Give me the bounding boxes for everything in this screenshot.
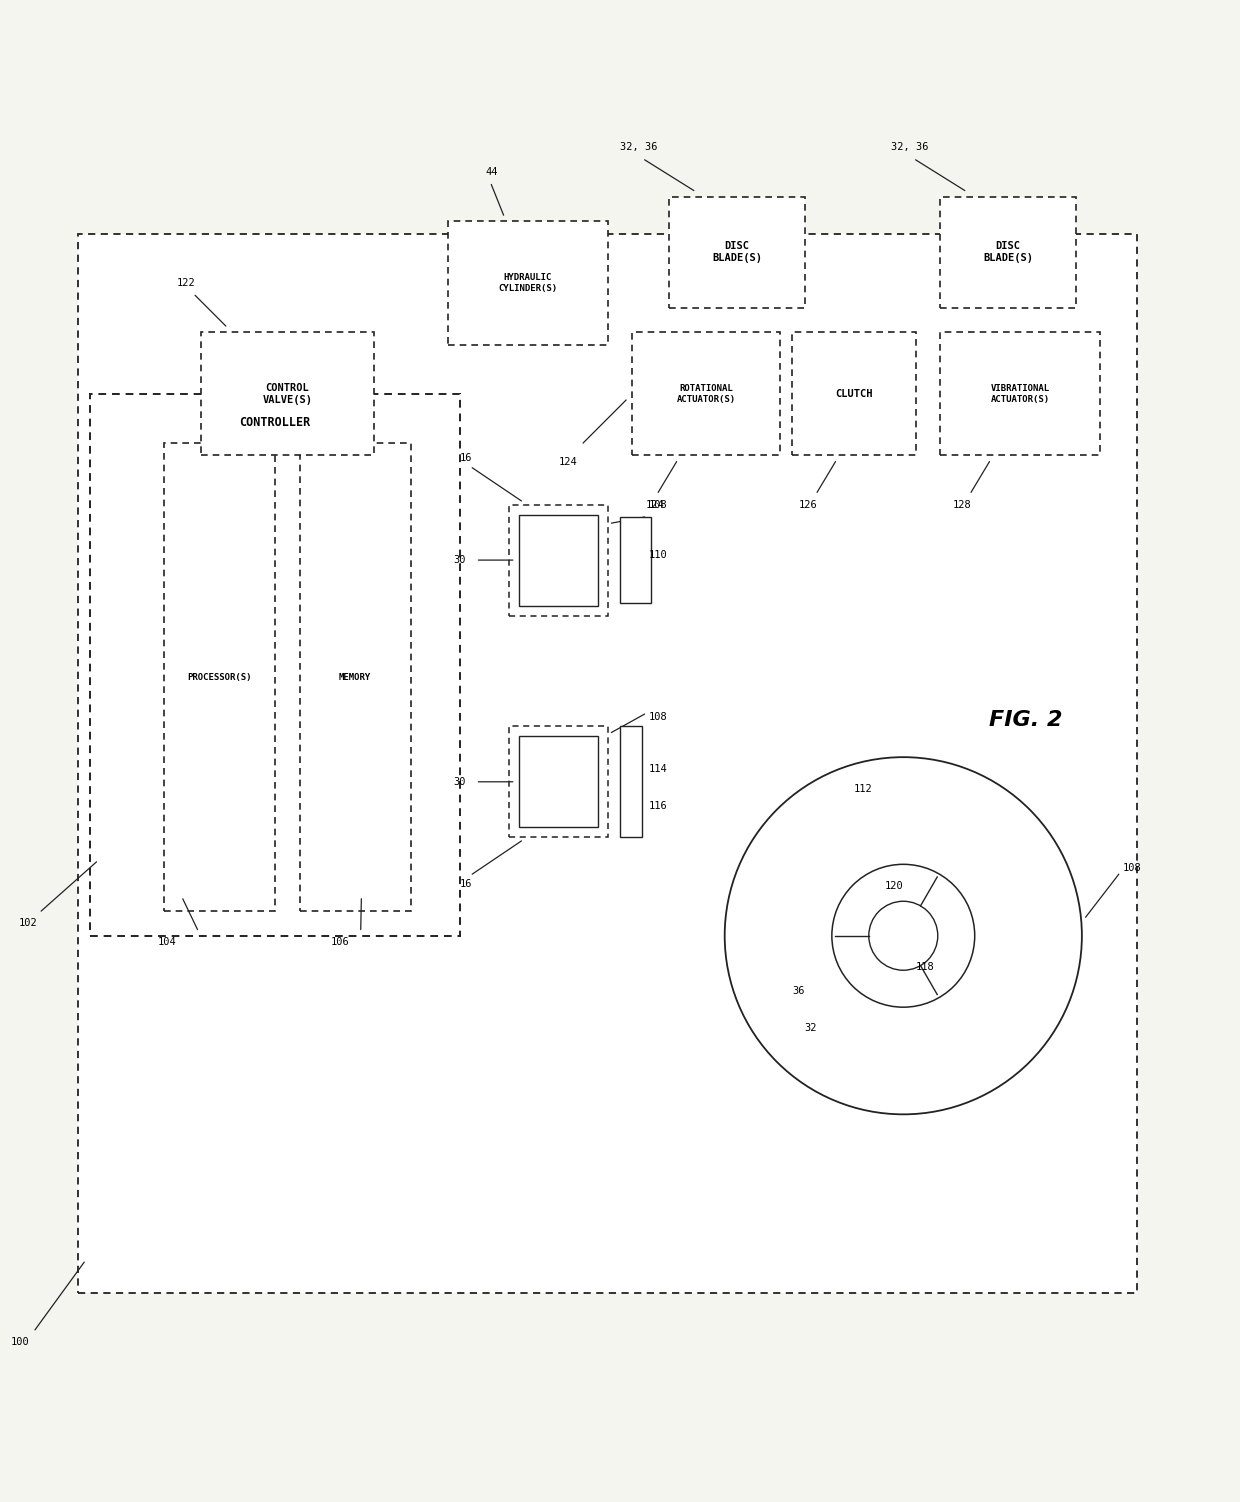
Bar — [670, 197, 805, 308]
Text: 102: 102 — [19, 918, 37, 928]
Text: 128: 128 — [952, 500, 971, 509]
Text: 120: 120 — [885, 882, 904, 892]
Bar — [520, 515, 598, 605]
Text: HYDRAULIC
CYLINDER(S): HYDRAULIC CYLINDER(S) — [498, 273, 557, 293]
Bar — [201, 332, 373, 455]
Text: DISC
BLADE(S): DISC BLADE(S) — [712, 242, 763, 263]
Bar — [620, 727, 642, 837]
Text: ROTATIONAL
ACTUATOR(S): ROTATIONAL ACTUATOR(S) — [677, 385, 735, 404]
Text: 122: 122 — [176, 278, 196, 288]
Text: 110: 110 — [649, 550, 667, 560]
Text: 30: 30 — [454, 556, 466, 565]
Bar — [164, 443, 275, 912]
Text: 112: 112 — [854, 784, 873, 795]
Text: 114: 114 — [649, 765, 667, 775]
Text: 104: 104 — [159, 937, 177, 946]
Bar — [510, 505, 608, 616]
Bar — [940, 197, 1076, 308]
Text: PROCESSOR(S): PROCESSOR(S) — [187, 673, 252, 682]
Text: 100: 100 — [10, 1337, 29, 1347]
Bar — [940, 332, 1100, 455]
Text: 44: 44 — [485, 167, 497, 177]
Bar — [300, 443, 410, 912]
Text: 108: 108 — [1122, 864, 1141, 873]
Bar — [448, 221, 608, 344]
Text: 118: 118 — [915, 961, 935, 972]
Bar — [91, 394, 460, 936]
Bar — [632, 332, 780, 455]
Text: 30: 30 — [454, 777, 466, 787]
Text: 106: 106 — [331, 937, 350, 946]
Text: MEMORY: MEMORY — [339, 673, 371, 682]
Text: CLUTCH: CLUTCH — [836, 389, 873, 400]
Bar — [792, 332, 915, 455]
Text: FIG. 2: FIG. 2 — [990, 710, 1063, 730]
Text: CONTROLLER: CONTROLLER — [239, 416, 311, 430]
Text: VIBRATIONAL
ACTUATOR(S): VIBRATIONAL ACTUATOR(S) — [991, 385, 1050, 404]
Text: 124: 124 — [558, 457, 577, 467]
Text: CONTROL
VALVE(S): CONTROL VALVE(S) — [263, 383, 312, 404]
Bar — [520, 736, 598, 828]
Text: 32, 36: 32, 36 — [892, 143, 929, 153]
Text: 32, 36: 32, 36 — [620, 143, 657, 153]
Text: 36: 36 — [792, 987, 805, 996]
Text: 16: 16 — [460, 454, 472, 463]
Bar — [620, 517, 651, 604]
Bar — [510, 727, 608, 837]
Bar — [78, 234, 1137, 1293]
Text: 116: 116 — [649, 802, 667, 811]
Text: 124: 124 — [646, 500, 665, 509]
Text: 108: 108 — [649, 500, 667, 509]
Text: 16: 16 — [460, 879, 472, 889]
Text: 32: 32 — [805, 1023, 817, 1033]
Text: DISC
BLADE(S): DISC BLADE(S) — [983, 242, 1033, 263]
Text: 108: 108 — [649, 712, 667, 721]
Text: 126: 126 — [799, 500, 817, 509]
